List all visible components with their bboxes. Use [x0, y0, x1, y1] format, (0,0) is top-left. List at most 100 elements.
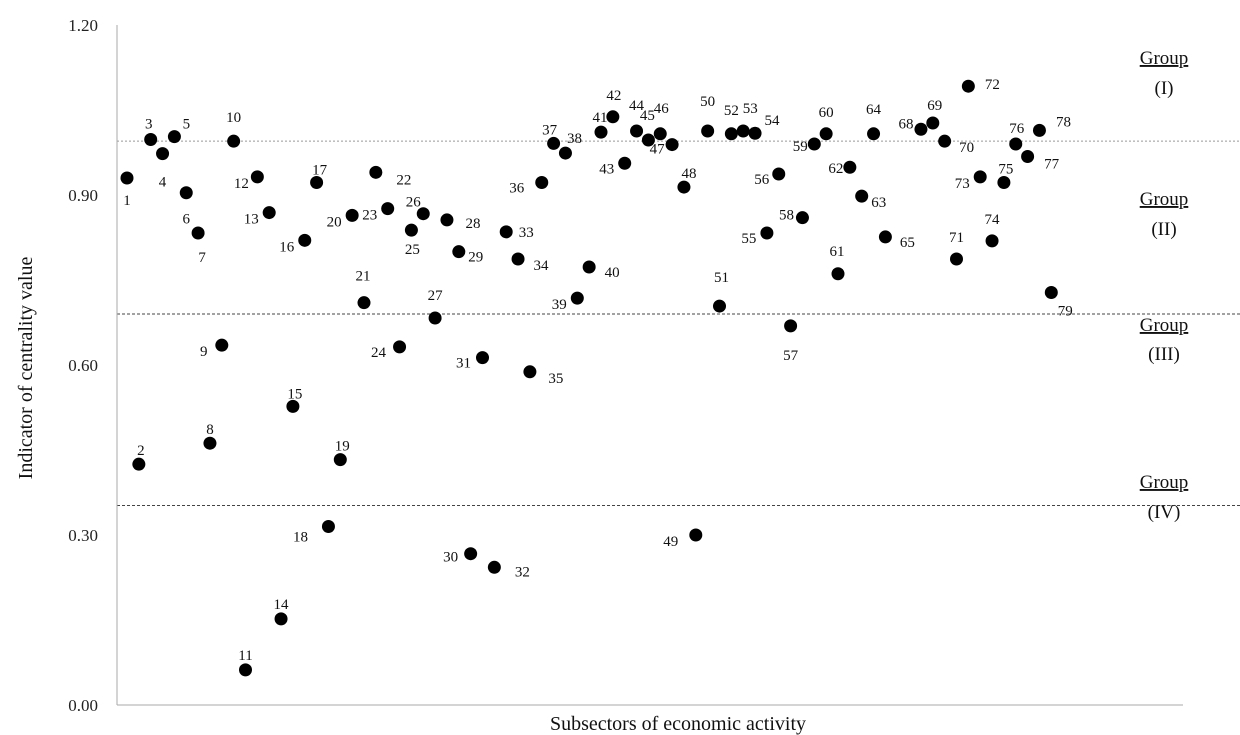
y-tick-label: 0.00: [68, 696, 98, 715]
data-point-label: 17: [312, 163, 328, 179]
data-point: [582, 260, 596, 274]
group-3-title: Group: [1140, 315, 1189, 336]
data-point: [926, 116, 940, 130]
data-points: [120, 79, 1058, 677]
data-point: [179, 186, 193, 200]
data-point-label: 21: [356, 269, 371, 285]
data-point-label: 10: [226, 110, 241, 126]
data-point-label: 58: [779, 208, 794, 224]
data-point-label: 33: [519, 225, 534, 241]
data-point-label: 75: [998, 162, 1013, 178]
data-point-label: 34: [534, 258, 550, 274]
data-point: [997, 176, 1011, 190]
data-point: [464, 547, 478, 561]
data-point-label: 78: [1056, 114, 1071, 130]
data-point-label: 56: [754, 172, 770, 188]
data-point-label: 31: [456, 356, 471, 372]
y-tick-label: 0.30: [68, 526, 98, 545]
group-4-title: Group: [1140, 472, 1189, 493]
data-point-label: 14: [274, 597, 290, 613]
group-2-title: Group: [1140, 189, 1189, 210]
data-point: [144, 132, 158, 146]
data-point: [594, 125, 608, 139]
data-point: [167, 130, 181, 144]
data-point: [120, 171, 134, 185]
data-point-label: 39: [552, 297, 567, 313]
data-point-label: 35: [548, 371, 563, 387]
data-point: [878, 230, 892, 244]
group-1-roman: (I): [1155, 78, 1174, 99]
y-axis-title: Indicator of centrality value: [15, 257, 37, 480]
data-point-label: 19: [335, 439, 350, 455]
data-point-label: 28: [465, 216, 480, 232]
data-point-label: 69: [927, 98, 942, 114]
data-point: [713, 299, 726, 313]
data-point-label: 46: [654, 101, 670, 117]
data-point: [215, 338, 229, 352]
data-point-label: 26: [406, 195, 422, 211]
data-point: [156, 147, 170, 161]
data-point: [487, 560, 501, 574]
data-point-label: 25: [405, 242, 420, 258]
data-point-label: 70: [959, 140, 974, 156]
data-point: [535, 176, 549, 190]
data-point: [191, 226, 205, 240]
data-point: [321, 520, 335, 533]
data-point-label: 6: [183, 212, 191, 228]
data-point: [985, 234, 999, 248]
data-point: [547, 136, 561, 150]
data-point-label: 42: [606, 88, 621, 104]
data-point: [724, 127, 738, 141]
data-point: [452, 245, 466, 259]
data-point: [262, 206, 276, 220]
data-point: [938, 134, 952, 148]
data-point: [250, 170, 264, 184]
group-3-roman: (III): [1148, 344, 1180, 365]
data-point-label: 22: [396, 172, 411, 188]
data-point: [558, 146, 572, 160]
data-point: [239, 663, 252, 677]
data-point-label: 7: [198, 250, 206, 266]
data-point-label: 68: [898, 116, 913, 132]
data-point: [428, 311, 442, 325]
data-point: [665, 138, 679, 152]
data-point-label: 20: [327, 214, 342, 230]
data-point-label: 63: [871, 195, 886, 211]
data-point-label: 73: [955, 176, 970, 192]
data-point-label: 71: [949, 230, 964, 246]
data-point-label: 79: [1058, 303, 1073, 319]
data-point-label: 5: [183, 117, 191, 133]
x-axis-title: Subsectors of economic activity: [550, 713, 806, 735]
data-point: [333, 453, 347, 467]
data-point-label: 32: [515, 564, 530, 580]
data-point: [286, 399, 300, 413]
data-point: [677, 180, 691, 194]
data-point-label: 43: [599, 161, 614, 177]
data-point-label: 57: [783, 348, 799, 364]
data-point-label: 30: [443, 550, 458, 566]
data-point: [831, 267, 845, 281]
group-2-roman: (II): [1151, 219, 1176, 240]
data-point: [369, 165, 383, 179]
data-point: [748, 126, 762, 140]
data-point-label: 3: [145, 116, 153, 132]
data-point-label: 8: [206, 422, 214, 438]
data-point-label: 24: [371, 345, 387, 361]
data-point: [630, 124, 644, 138]
data-point-label: 11: [238, 648, 252, 664]
data-point-label: 52: [724, 103, 739, 119]
data-point: [404, 223, 418, 237]
data-point: [855, 189, 869, 203]
data-point-label: 64: [866, 102, 882, 118]
data-point-label: 50: [700, 94, 715, 110]
data-point: [381, 202, 395, 216]
data-point-label: 16: [279, 239, 295, 255]
data-point-label: 48: [681, 166, 696, 182]
data-point: [1009, 137, 1023, 151]
y-tick-labels: 0.00 0.30 0.60 0.90 1.20: [68, 16, 98, 715]
data-point: [653, 127, 667, 141]
data-point: [641, 133, 655, 147]
data-point: [393, 340, 407, 354]
data-point: [950, 252, 963, 266]
